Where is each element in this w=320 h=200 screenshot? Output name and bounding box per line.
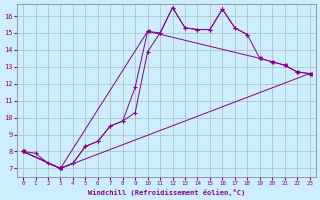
X-axis label: Windchill (Refroidissement éolien,°C): Windchill (Refroidissement éolien,°C)	[88, 189, 245, 196]
